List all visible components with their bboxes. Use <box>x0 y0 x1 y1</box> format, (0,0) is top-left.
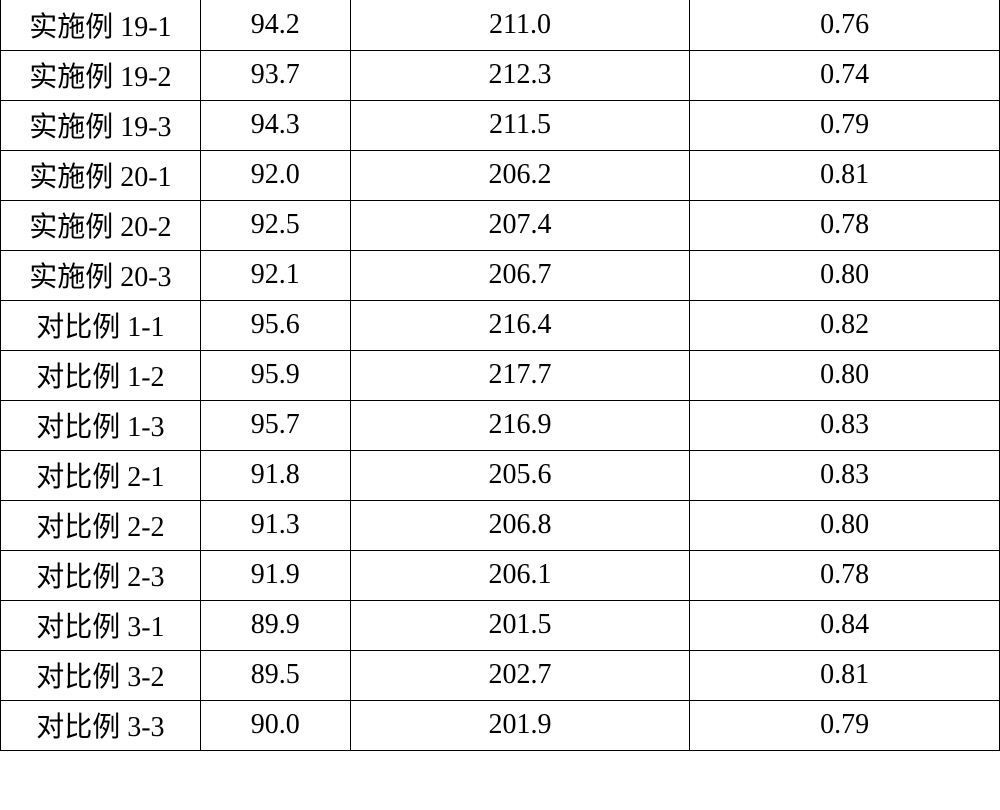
table-cell: 对比例 2-1 <box>1 450 201 500</box>
table-cell: 206.7 <box>350 250 690 300</box>
table-cell: 95.9 <box>200 350 350 400</box>
table-cell: 0.84 <box>690 600 1000 650</box>
table-cell: 0.76 <box>690 0 1000 50</box>
table-cell: 0.74 <box>690 50 1000 100</box>
table-cell: 211.0 <box>350 0 690 50</box>
table-cell: 实施例 19-3 <box>1 100 201 150</box>
table-cell: 201.5 <box>350 600 690 650</box>
table-row: 对比例 3-1 89.9 201.5 0.84 <box>1 600 1000 650</box>
table-cell: 实施例 19-2 <box>1 50 201 100</box>
table-cell: 0.79 <box>690 700 1000 750</box>
table-cell: 对比例 3-1 <box>1 600 201 650</box>
table-cell: 0.79 <box>690 100 1000 150</box>
table-row: 实施例 20-1 92.0 206.2 0.81 <box>1 150 1000 200</box>
table-cell: 实施例 19-1 <box>1 0 201 50</box>
table-cell: 实施例 20-1 <box>1 150 201 200</box>
table-cell: 0.80 <box>690 250 1000 300</box>
table-cell: 95.6 <box>200 300 350 350</box>
table-cell: 0.78 <box>690 550 1000 600</box>
table-cell: 89.5 <box>200 650 350 700</box>
table-cell: 89.9 <box>200 600 350 650</box>
data-table-container: 实施例 19-1 94.2 211.0 0.76 实施例 19-2 93.7 2… <box>0 0 1000 751</box>
table-cell: 0.80 <box>690 500 1000 550</box>
table-row: 对比例 1-3 95.7 216.9 0.83 <box>1 400 1000 450</box>
table-cell: 202.7 <box>350 650 690 700</box>
table-body: 实施例 19-1 94.2 211.0 0.76 实施例 19-2 93.7 2… <box>1 0 1000 750</box>
table-row: 实施例 19-2 93.7 212.3 0.74 <box>1 50 1000 100</box>
table-cell: 对比例 1-1 <box>1 300 201 350</box>
table-cell: 对比例 2-2 <box>1 500 201 550</box>
table-cell: 对比例 1-2 <box>1 350 201 400</box>
table-cell: 0.83 <box>690 450 1000 500</box>
table-cell: 对比例 3-3 <box>1 700 201 750</box>
table-cell: 211.5 <box>350 100 690 150</box>
table-row: 对比例 2-3 91.9 206.1 0.78 <box>1 550 1000 600</box>
table-row: 实施例 20-3 92.1 206.7 0.80 <box>1 250 1000 300</box>
table-cell: 217.7 <box>350 350 690 400</box>
table-cell: 91.8 <box>200 450 350 500</box>
table-cell: 对比例 3-2 <box>1 650 201 700</box>
table-cell: 201.9 <box>350 700 690 750</box>
table-row: 实施例 19-1 94.2 211.0 0.76 <box>1 0 1000 50</box>
table-cell: 对比例 2-3 <box>1 550 201 600</box>
table-cell: 92.5 <box>200 200 350 250</box>
table-cell: 实施例 20-2 <box>1 200 201 250</box>
table-cell: 0.80 <box>690 350 1000 400</box>
table-cell: 212.3 <box>350 50 690 100</box>
table-cell: 0.82 <box>690 300 1000 350</box>
table-row: 对比例 1-1 95.6 216.4 0.82 <box>1 300 1000 350</box>
table-row: 对比例 2-1 91.8 205.6 0.83 <box>1 450 1000 500</box>
data-table: 实施例 19-1 94.2 211.0 0.76 实施例 19-2 93.7 2… <box>0 0 1000 751</box>
table-cell: 206.8 <box>350 500 690 550</box>
table-cell: 91.3 <box>200 500 350 550</box>
table-row: 实施例 19-3 94.3 211.5 0.79 <box>1 100 1000 150</box>
table-cell: 92.0 <box>200 150 350 200</box>
table-row: 实施例 20-2 92.5 207.4 0.78 <box>1 200 1000 250</box>
table-row: 对比例 3-3 90.0 201.9 0.79 <box>1 700 1000 750</box>
table-cell: 对比例 1-3 <box>1 400 201 450</box>
table-cell: 207.4 <box>350 200 690 250</box>
table-cell: 206.1 <box>350 550 690 600</box>
table-cell: 95.7 <box>200 400 350 450</box>
table-cell: 94.2 <box>200 0 350 50</box>
table-cell: 90.0 <box>200 700 350 750</box>
table-cell: 0.81 <box>690 150 1000 200</box>
table-cell: 0.83 <box>690 400 1000 450</box>
table-cell: 0.81 <box>690 650 1000 700</box>
table-cell: 0.78 <box>690 200 1000 250</box>
table-row: 对比例 3-2 89.5 202.7 0.81 <box>1 650 1000 700</box>
table-cell: 实施例 20-3 <box>1 250 201 300</box>
table-cell: 216.4 <box>350 300 690 350</box>
table-cell: 91.9 <box>200 550 350 600</box>
table-cell: 93.7 <box>200 50 350 100</box>
table-row: 对比例 1-2 95.9 217.7 0.80 <box>1 350 1000 400</box>
table-cell: 94.3 <box>200 100 350 150</box>
table-cell: 206.2 <box>350 150 690 200</box>
table-cell: 205.6 <box>350 450 690 500</box>
table-cell: 92.1 <box>200 250 350 300</box>
table-row: 对比例 2-2 91.3 206.8 0.80 <box>1 500 1000 550</box>
table-cell: 216.9 <box>350 400 690 450</box>
